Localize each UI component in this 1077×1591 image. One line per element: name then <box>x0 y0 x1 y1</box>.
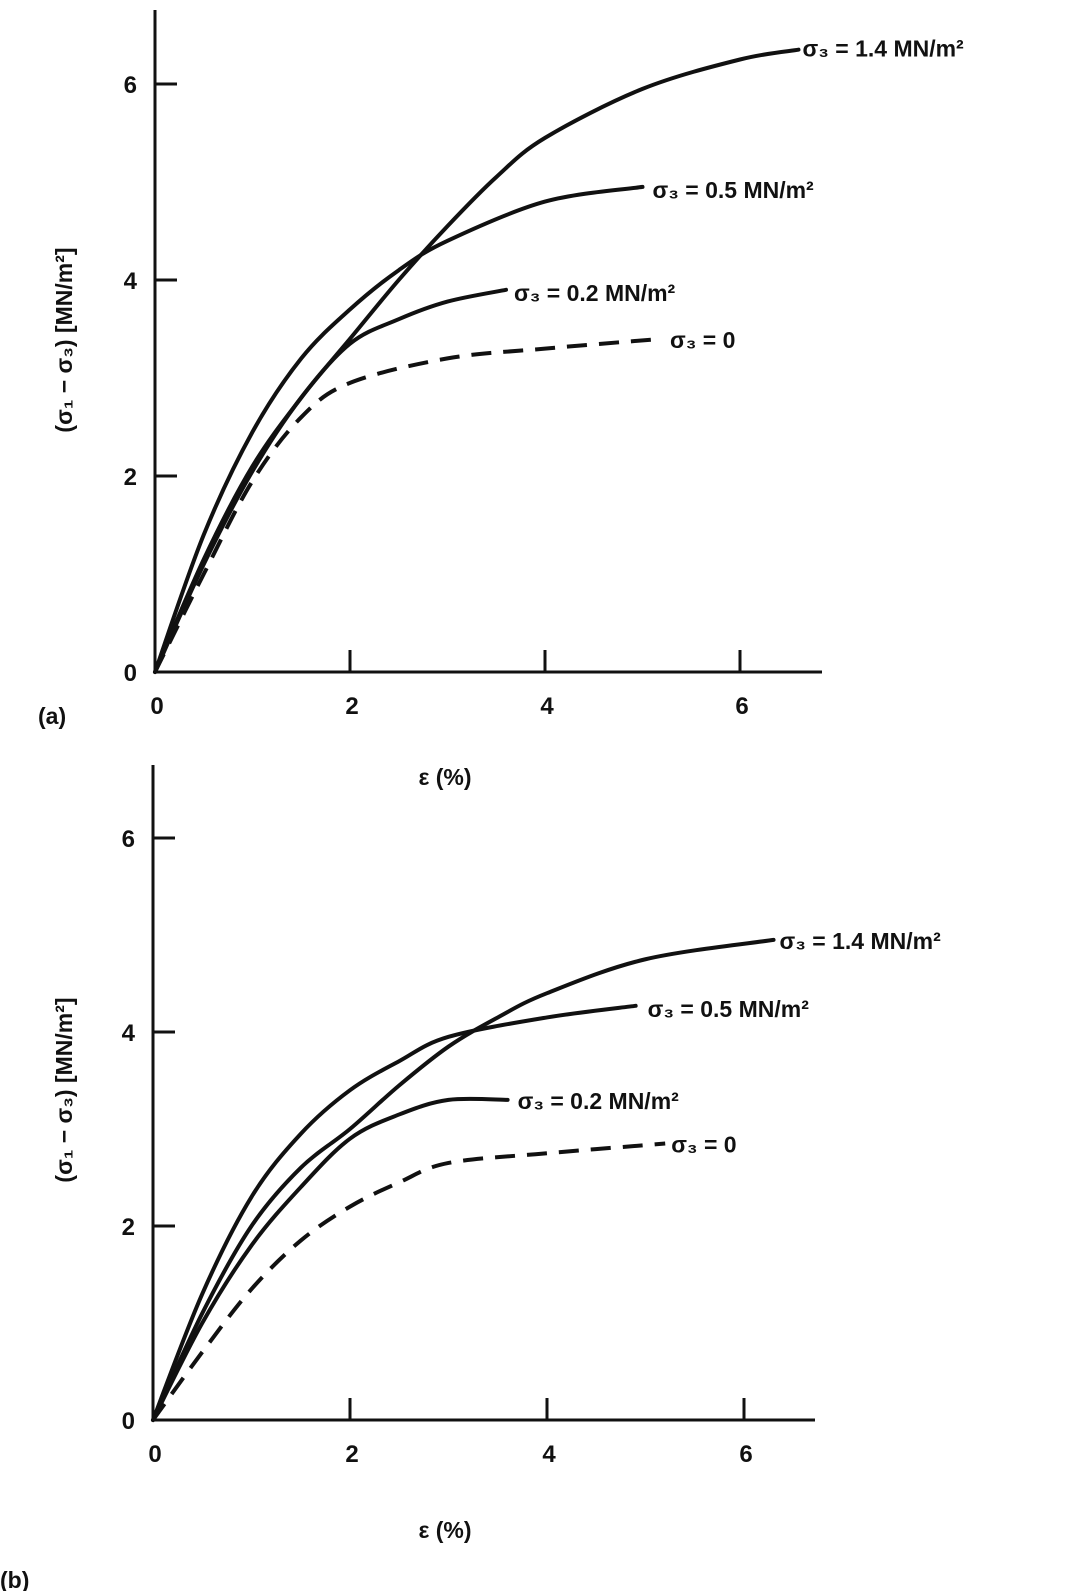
series-label: σ₃ = 0 <box>671 1132 736 1158</box>
x-axis-label: ε (%) <box>418 1517 471 1543</box>
y-tick-label: 2 <box>124 464 137 491</box>
series-line-1 <box>153 184 645 674</box>
y-axis-label: (σ₁ − σ₃) [MN/m²] <box>51 247 77 432</box>
x-tick-label: 4 <box>542 1441 556 1468</box>
x-tick-label: 0 <box>150 693 163 720</box>
x-tick-label: 2 <box>345 693 358 720</box>
x-tick-label: 6 <box>735 693 748 720</box>
x-tick-label: 6 <box>739 1441 752 1468</box>
series-line-0 <box>151 937 776 1422</box>
y-tick-label: 6 <box>122 826 135 853</box>
series-label: σ₃ = 0.5 MN/m² <box>648 996 810 1022</box>
series-line-1 <box>151 1003 638 1422</box>
panel-label: (b) <box>0 1567 29 1591</box>
panel-label: (a) <box>38 703 66 729</box>
x-tick-label: 2 <box>345 1441 358 1468</box>
y-tick-label: 4 <box>122 1020 136 1047</box>
y-tick-label: 2 <box>122 1214 135 1241</box>
series-label: σ₃ = 0.2 MN/m² <box>518 1088 680 1114</box>
x-axis-label: ε (%) <box>418 764 471 790</box>
y-tick-label: 0 <box>124 660 137 687</box>
y-tick-label: 0 <box>122 1408 135 1435</box>
series-label: σ₃ = 0.5 MN/m² <box>653 177 815 203</box>
y-axis-label: (σ₁ − σ₃) [MN/m²] <box>51 997 77 1182</box>
series-line-2 <box>151 1096 510 1422</box>
series-label: σ₃ = 0.2 MN/m² <box>514 280 676 306</box>
chart-panel-0: 0 2 4 6 0 2 4 6 ε (%) (σ₁ − σ₃) [MN/m²] (a) σ₃ = 1.… <box>38 10 964 790</box>
chart-panel-1: 0 2 4 6 0 2 4 6 ε (%) (σ₁ − σ₃) [MN/m²] (b) σ₃ = 1.… <box>0 765 941 1591</box>
series-label: σ₃ = 0 <box>670 327 735 353</box>
series-line-3 <box>153 336 663 673</box>
x-tick-label: 0 <box>148 1441 161 1468</box>
series-line-0 <box>153 47 801 674</box>
series-line-2 <box>153 287 508 674</box>
y-tick-label: 6 <box>124 72 137 99</box>
series-label: σ₃ = 1.4 MN/m² <box>780 928 942 954</box>
y-tick-label: 4 <box>124 268 138 295</box>
series-label: σ₃ = 1.4 MN/m² <box>803 36 965 62</box>
x-tick-label: 4 <box>540 693 554 720</box>
series-line-3 <box>151 1141 666 1422</box>
